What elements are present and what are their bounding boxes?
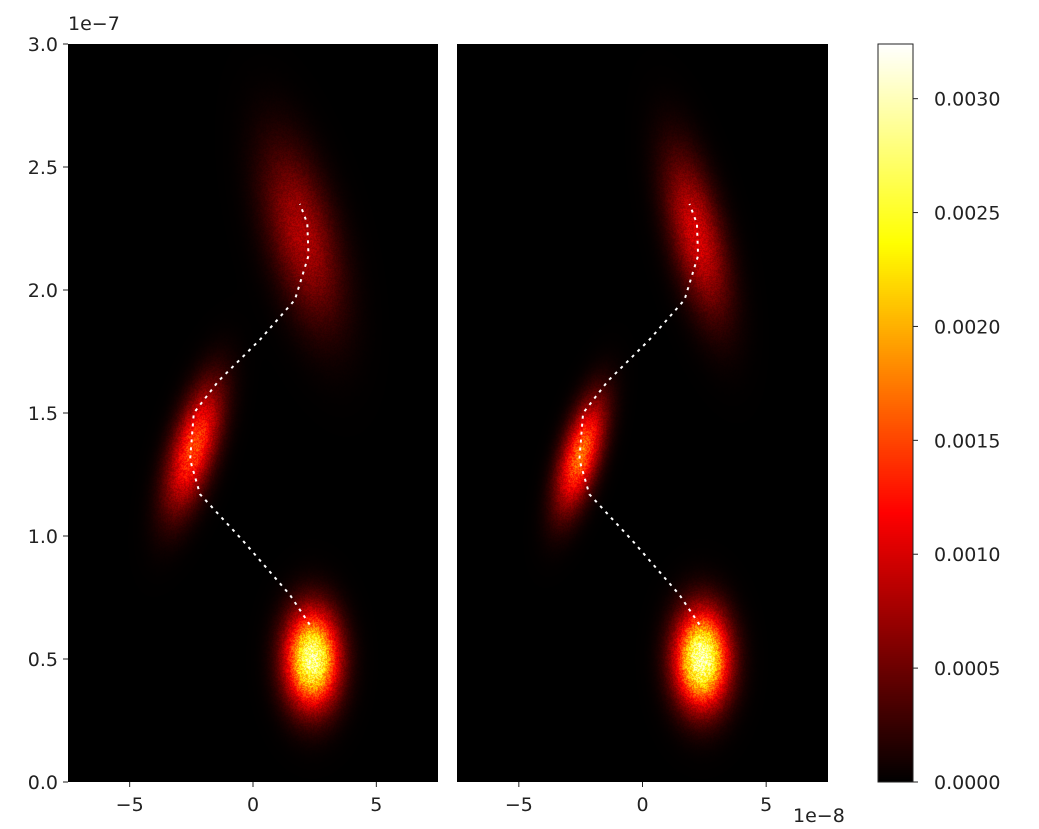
y-offset-label: 1e−7 [68, 13, 120, 35]
x-offset-label: 1e−8 [793, 805, 845, 827]
y-tick-label: 1.0 [28, 526, 58, 548]
x-tick-label: 5 [370, 794, 382, 816]
y-tick-label: 3.0 [28, 34, 58, 56]
x-tick-label: 5 [760, 794, 772, 816]
y-tick-label: 2.5 [28, 157, 58, 179]
dotted-path [189, 203, 311, 626]
x-tick-label: 0 [636, 794, 648, 816]
colorbar-tick-label: 0.0030 [934, 89, 1000, 111]
y-tick-label: 2.0 [28, 280, 58, 302]
colorbar-tick-label: 0.0010 [934, 544, 1000, 566]
x-tick-label: −5 [116, 794, 144, 816]
colorbar-tick-label: 0.0020 [934, 316, 1000, 338]
dotted-path [578, 203, 701, 626]
x-tick-label: 0 [247, 794, 259, 816]
x-tick-label: −5 [505, 794, 533, 816]
y-tick-label: 1.5 [28, 403, 58, 425]
colorbar-gradient [878, 44, 913, 782]
y-tick-label: 0.0 [28, 772, 58, 794]
left-panel: −5 0 5 0.0 0.5 1.0 1.5 2.0 2.5 3.0 [28, 34, 438, 816]
colorbar-tick-label: 0.0025 [934, 203, 1000, 225]
colorbar-tick-label: 0.0000 [934, 772, 1000, 794]
heatmap-image [68, 44, 438, 782]
y-tick-label: 0.5 [28, 649, 58, 671]
colorbar-tick-label: 0.0015 [934, 430, 1000, 452]
colorbar: 0.0000 0.0005 0.0010 0.0015 0.0020 0.0025 0.00… [877, 43, 1000, 794]
colorbar-tick-label: 0.0005 [934, 658, 1000, 680]
colorbar-frame [877, 43, 914, 783]
right-panel: −5 0 5 [457, 44, 828, 816]
heatmap-image [457, 44, 828, 782]
